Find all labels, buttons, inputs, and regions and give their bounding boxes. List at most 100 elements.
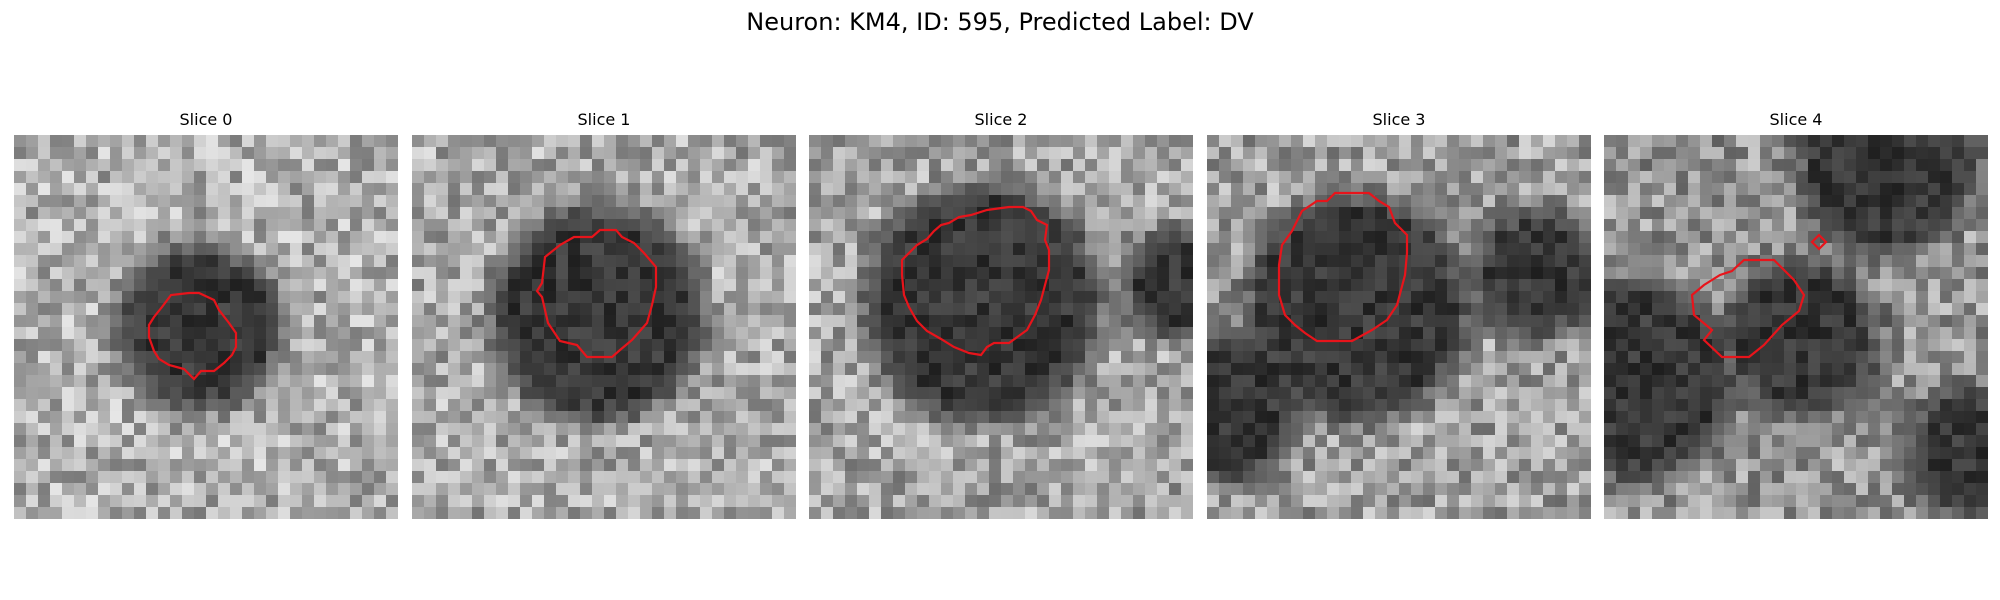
image-pixel (1231, 363, 1244, 376)
image-pixel (953, 459, 966, 472)
image-pixel (664, 267, 677, 280)
image-pixel (760, 327, 773, 340)
image-pixel (544, 411, 557, 424)
image-pixel (1411, 495, 1424, 508)
image-pixel (1519, 399, 1532, 412)
image-pixel (833, 387, 846, 400)
image-pixel (1808, 375, 1821, 388)
image-pixel (1207, 315, 1220, 328)
image-pixel (290, 255, 303, 268)
image-pixel (1121, 231, 1134, 244)
image-pixel (1640, 171, 1653, 184)
image-pixel (1435, 207, 1448, 220)
image-pixel (905, 195, 918, 208)
image-pixel (302, 423, 315, 436)
image-pixel (1013, 315, 1026, 328)
image-pixel (712, 399, 725, 412)
image-pixel (62, 495, 75, 508)
image-pixel (833, 327, 846, 340)
image-pixel (170, 135, 183, 148)
image-pixel (965, 171, 978, 184)
image-pixel (86, 147, 99, 160)
image-pixel (652, 183, 665, 196)
image-pixel (218, 399, 231, 412)
image-pixel (50, 459, 63, 472)
image-pixel (628, 375, 641, 388)
image-pixel (206, 231, 219, 244)
image-pixel (700, 507, 713, 519)
image-pixel (424, 459, 437, 472)
image-pixel (1531, 159, 1544, 172)
image-pixel (266, 375, 279, 388)
image-pixel (508, 135, 521, 148)
image-pixel (821, 327, 834, 340)
image-pixel (326, 195, 339, 208)
image-pixel (1073, 303, 1086, 316)
image-pixel (1399, 471, 1412, 484)
image-pixel (1181, 207, 1193, 220)
image-pixel (302, 435, 315, 448)
image-pixel (893, 363, 906, 376)
image-pixel (314, 219, 327, 232)
image-pixel (1037, 303, 1050, 316)
image-pixel (1712, 195, 1725, 208)
image-pixel (1531, 171, 1544, 184)
image-pixel (1519, 195, 1532, 208)
image-pixel (809, 291, 822, 304)
image-pixel (194, 255, 207, 268)
image-pixel (1880, 315, 1893, 328)
image-pixel (412, 255, 425, 268)
image-pixel (266, 147, 279, 160)
image-pixel (508, 171, 521, 184)
image-pixel (1097, 495, 1110, 508)
image-pixel (1483, 411, 1496, 424)
image-pixel (1025, 459, 1038, 472)
image-pixel (1133, 279, 1146, 292)
image-pixel (266, 411, 279, 424)
image-pixel (1303, 135, 1316, 148)
image-pixel (857, 315, 870, 328)
image-pixel (772, 291, 785, 304)
image-pixel (98, 411, 111, 424)
image-pixel (532, 219, 545, 232)
image-pixel (496, 459, 509, 472)
image-pixel (62, 255, 75, 268)
image-pixel (953, 219, 966, 232)
image-pixel (1255, 375, 1268, 388)
image-pixel (556, 399, 569, 412)
image-pixel (1616, 219, 1629, 232)
image-pixel (338, 435, 351, 448)
image-pixel (314, 183, 327, 196)
image-pixel (1255, 459, 1268, 472)
image-pixel (700, 339, 713, 352)
image-pixel (1327, 363, 1340, 376)
image-pixel (1964, 375, 1977, 388)
image-pixel (448, 159, 461, 172)
image-pixel (640, 267, 653, 280)
image-pixel (1157, 231, 1170, 244)
image-pixel (1435, 147, 1448, 160)
image-pixel (1664, 459, 1677, 472)
image-pixel (1459, 399, 1472, 412)
image-pixel (556, 267, 569, 280)
image-pixel (664, 339, 677, 352)
image-pixel (1399, 171, 1412, 184)
image-pixel (1243, 339, 1256, 352)
image-pixel (182, 423, 195, 436)
image-pixel (436, 219, 449, 232)
image-pixel (230, 255, 243, 268)
image-pixel (893, 171, 906, 184)
image-pixel (1604, 159, 1617, 172)
image-pixel (1025, 471, 1038, 484)
image-pixel (448, 171, 461, 184)
image-pixel (460, 291, 473, 304)
image-pixel (1145, 159, 1158, 172)
image-pixel (833, 267, 846, 280)
image-pixel (170, 339, 183, 352)
image-pixel (640, 159, 653, 172)
image-pixel (1339, 363, 1352, 376)
image-pixel (14, 207, 27, 220)
image-pixel (1435, 279, 1448, 292)
image-pixel (628, 279, 641, 292)
image-pixel (278, 243, 291, 256)
